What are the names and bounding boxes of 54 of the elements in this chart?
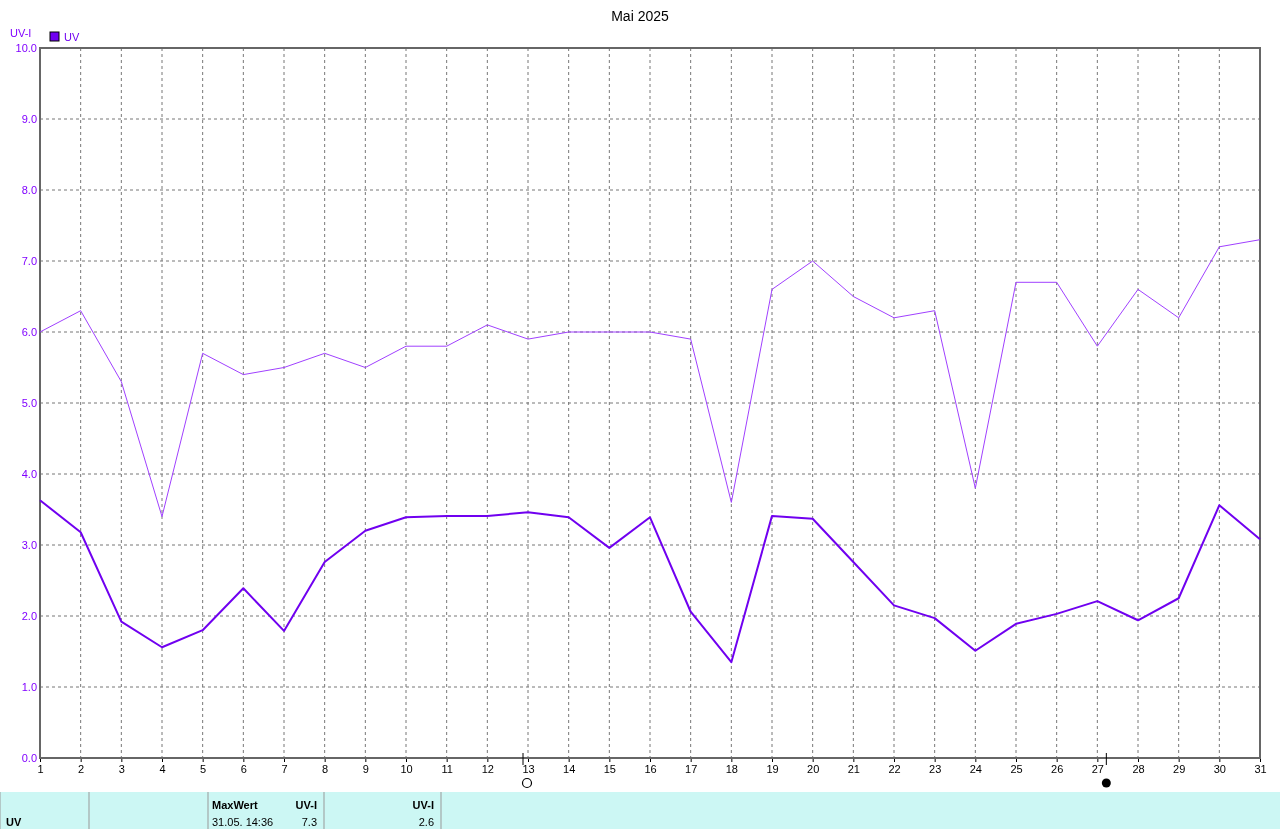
y-tick-label: 8.0	[21, 184, 37, 197]
x-tick-label: 4	[159, 762, 166, 775]
x-tick-label: 2	[78, 762, 85, 775]
x-tick-label: 12	[481, 762, 494, 775]
x-tick-label: 6	[240, 762, 247, 775]
x-tick-label: 22	[888, 762, 901, 775]
x-tick-label: 26	[1051, 762, 1064, 775]
x-tick-label: 23	[929, 762, 942, 775]
x-tick-label: 16	[644, 762, 657, 775]
x-tick-label: 24	[969, 762, 982, 775]
x-tick-label: 19	[766, 762, 779, 775]
y-tick-label: 4.0	[21, 468, 37, 481]
legend-label: UV	[64, 31, 80, 43]
y-tick-label: 9.0	[21, 113, 37, 126]
x-tick-label: 15	[603, 762, 616, 775]
x-tick-label: 18	[725, 762, 738, 775]
y-tick-label: 0.0	[21, 752, 37, 765]
text: MaxWert	[212, 799, 258, 811]
y-tick-label: 5.0	[21, 397, 37, 410]
x-tick-label: 20	[807, 762, 820, 775]
y-tick-label: 7.0	[21, 255, 37, 268]
y-tick-label: 3.0	[21, 539, 37, 552]
text: UV	[6, 816, 22, 828]
line-series	[39, 239, 1261, 518]
text: 7.3	[301, 816, 317, 828]
y-tick-label: 6.0	[21, 326, 37, 339]
y-tick-label: 1.0	[21, 681, 37, 694]
y-tick-label: 10.0	[15, 42, 37, 55]
y-tick-label: 2.0	[21, 610, 37, 623]
text: UV-I	[412, 799, 434, 811]
x-tick-label: 29	[1173, 762, 1186, 775]
x-tick-label: 17	[685, 762, 698, 775]
y-axis-title: UV-I	[10, 27, 32, 39]
x-tick-label: 8	[322, 762, 329, 775]
x-tick-label: 21	[847, 762, 860, 775]
x-tick-label: 25	[1010, 762, 1023, 775]
x-tick-label: 3	[118, 762, 125, 775]
text: 31.05. 14:36	[212, 816, 274, 828]
x-tick-label: 27	[1091, 762, 1104, 775]
text: UV-I	[295, 799, 317, 811]
x-tick-label: 31	[1254, 762, 1267, 775]
line-series	[39, 499, 1261, 664]
text: 2.6	[418, 816, 434, 828]
x-tick-label: 14	[563, 762, 576, 775]
x-tick-label: 9	[362, 762, 369, 775]
x-tick-label: 1	[37, 762, 44, 775]
chart-title: Mai 2025	[611, 8, 670, 24]
x-tick-label: 30	[1213, 762, 1226, 775]
x-tick-label: 5	[200, 762, 207, 775]
x-tick-label: 7	[281, 762, 288, 775]
x-tick-label: 10	[400, 762, 413, 775]
x-tick-label: 11	[441, 762, 453, 775]
x-tick-label: 13	[522, 762, 535, 775]
x-tick-label: 28	[1132, 762, 1145, 775]
